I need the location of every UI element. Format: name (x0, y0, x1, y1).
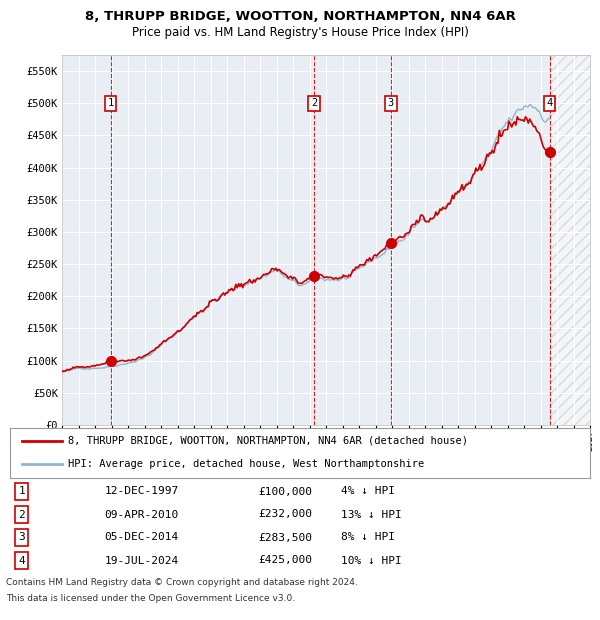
Text: £232,000: £232,000 (258, 510, 312, 520)
Text: 3: 3 (388, 98, 394, 108)
Text: 4% ↓ HPI: 4% ↓ HPI (341, 487, 395, 497)
Text: 1: 1 (107, 98, 114, 108)
Text: Contains HM Land Registry data © Crown copyright and database right 2024.: Contains HM Land Registry data © Crown c… (6, 578, 358, 587)
Text: 19-JUL-2024: 19-JUL-2024 (104, 556, 179, 565)
Text: £425,000: £425,000 (258, 556, 312, 565)
Text: 8, THRUPP BRIDGE, WOOTTON, NORTHAMPTON, NN4 6AR: 8, THRUPP BRIDGE, WOOTTON, NORTHAMPTON, … (85, 10, 515, 23)
Text: 3: 3 (19, 533, 25, 542)
Text: 8% ↓ HPI: 8% ↓ HPI (341, 533, 395, 542)
Text: 05-DEC-2014: 05-DEC-2014 (104, 533, 179, 542)
Text: 1: 1 (19, 487, 25, 497)
Text: 4: 4 (547, 98, 553, 108)
Text: 2: 2 (19, 510, 25, 520)
Text: 13% ↓ HPI: 13% ↓ HPI (341, 510, 402, 520)
Text: 8, THRUPP BRIDGE, WOOTTON, NORTHAMPTON, NN4 6AR (detached house): 8, THRUPP BRIDGE, WOOTTON, NORTHAMPTON, … (68, 435, 468, 446)
Text: £283,500: £283,500 (258, 533, 312, 542)
Text: 2: 2 (311, 98, 317, 108)
Text: This data is licensed under the Open Government Licence v3.0.: This data is licensed under the Open Gov… (6, 594, 295, 603)
Text: HPI: Average price, detached house, West Northamptonshire: HPI: Average price, detached house, West… (68, 459, 424, 469)
Text: Price paid vs. HM Land Registry's House Price Index (HPI): Price paid vs. HM Land Registry's House … (131, 26, 469, 39)
Text: 10% ↓ HPI: 10% ↓ HPI (341, 556, 402, 565)
Text: 4: 4 (19, 556, 25, 565)
Text: £100,000: £100,000 (258, 487, 312, 497)
Text: 12-DEC-1997: 12-DEC-1997 (104, 487, 179, 497)
Text: 09-APR-2010: 09-APR-2010 (104, 510, 179, 520)
